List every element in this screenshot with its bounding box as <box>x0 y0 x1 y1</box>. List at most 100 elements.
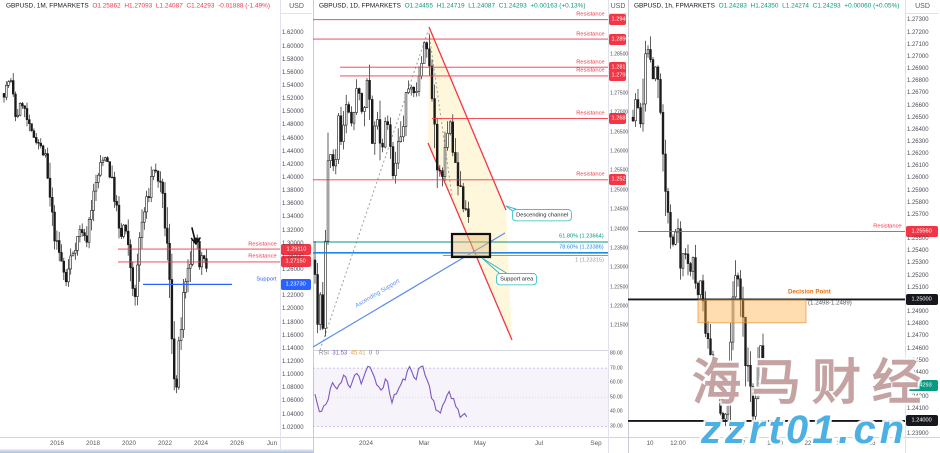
candle <box>9 80 13 82</box>
candle <box>756 363 760 399</box>
candle <box>16 114 19 117</box>
candle <box>368 80 371 100</box>
candle <box>448 121 452 134</box>
candle <box>110 176 114 179</box>
candle <box>684 253 687 255</box>
candle <box>734 275 737 298</box>
candle <box>145 196 148 213</box>
candle <box>90 210 93 220</box>
callout-tail <box>505 205 523 212</box>
candle <box>339 115 343 142</box>
candle <box>365 80 369 109</box>
candle <box>182 292 185 330</box>
decision-point-box[interactable] <box>697 299 807 324</box>
candle <box>686 253 690 264</box>
dotted-trendline[interactable] <box>319 30 429 351</box>
ascending-trendline[interactable] <box>312 232 506 348</box>
candle <box>370 99 374 144</box>
candle <box>394 162 397 176</box>
candle <box>198 241 201 268</box>
candle <box>378 119 382 144</box>
candle <box>681 253 685 269</box>
candle <box>337 115 340 160</box>
candle <box>154 169 157 172</box>
candle <box>415 91 418 94</box>
candle <box>57 240 61 253</box>
candle <box>761 345 765 367</box>
candle <box>313 259 317 275</box>
candle <box>152 169 155 177</box>
candle <box>184 281 187 293</box>
candle <box>701 280 705 302</box>
candle <box>2 93 6 98</box>
candle <box>704 300 707 334</box>
candle <box>85 235 89 243</box>
candle <box>136 264 139 297</box>
candle <box>433 98 436 125</box>
candle <box>12 80 15 95</box>
candle <box>138 237 141 266</box>
candle <box>30 123 33 131</box>
candle <box>699 280 702 295</box>
candle <box>191 240 194 265</box>
candle <box>636 99 640 108</box>
candle <box>689 263 692 272</box>
support-area-box[interactable] <box>450 232 492 259</box>
candle <box>48 177 52 198</box>
candle <box>759 345 762 365</box>
candle <box>754 398 757 417</box>
candle <box>18 103 22 116</box>
candle <box>373 125 376 144</box>
candle <box>412 86 415 94</box>
candle <box>641 103 645 125</box>
candle <box>124 224 128 232</box>
candle <box>352 112 356 124</box>
candle <box>347 104 350 113</box>
candle <box>5 85 8 98</box>
candle <box>186 267 190 282</box>
candle <box>729 341 732 398</box>
dotted-trendline[interactable] <box>428 32 453 197</box>
candle <box>113 176 116 202</box>
candle <box>28 119 31 124</box>
candle <box>106 157 109 162</box>
candle <box>127 230 130 245</box>
candle <box>350 111 353 124</box>
candle <box>363 107 366 112</box>
candle <box>133 288 137 297</box>
candle <box>324 240 327 329</box>
candle <box>360 93 363 112</box>
candle <box>131 267 134 289</box>
candle <box>129 244 132 268</box>
candle <box>716 373 720 377</box>
candle <box>202 255 206 259</box>
channel-fill <box>428 27 512 340</box>
candle <box>441 170 444 177</box>
candle <box>639 107 642 125</box>
candle <box>104 157 107 161</box>
candle <box>140 221 144 238</box>
candle <box>714 375 717 388</box>
candle <box>321 294 324 329</box>
candle <box>666 191 670 213</box>
rsi-line <box>314 365 468 419</box>
candle <box>161 181 164 194</box>
candle <box>631 116 635 122</box>
candle <box>438 169 441 172</box>
candle <box>407 88 410 93</box>
watermark-site: zzrt01.cn <box>701 408 909 452</box>
candle <box>383 121 387 148</box>
candle <box>402 126 405 138</box>
candle <box>99 162 102 176</box>
candle <box>664 153 667 192</box>
candle <box>344 104 348 126</box>
callout-tail <box>481 257 501 275</box>
candle <box>435 123 439 171</box>
candle <box>404 92 408 127</box>
candle <box>69 255 72 270</box>
candle <box>659 79 662 113</box>
arrow-icon[interactable] <box>190 227 201 245</box>
candle <box>661 112 665 155</box>
candle <box>417 75 421 92</box>
